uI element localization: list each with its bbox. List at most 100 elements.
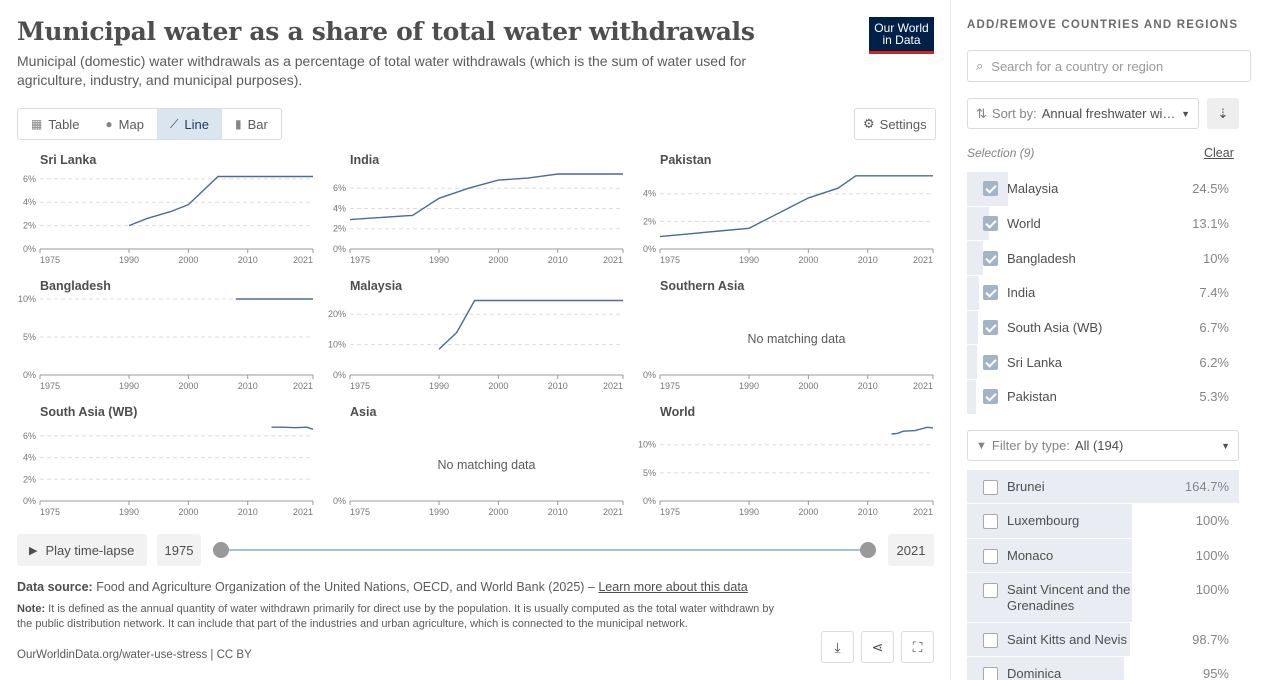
chart-tabs: ▦ Table ● Map ⟋ Line ▮ Bar (17, 108, 282, 140)
search-box[interactable]: ⌕ (967, 50, 1251, 82)
checkbox[interactable] (983, 514, 998, 529)
y-tick-label: 0% (333, 244, 346, 254)
x-tick-label: 2021 (603, 381, 623, 391)
x-tick-label: 1975 (40, 381, 60, 391)
series-line[interactable] (271, 426, 314, 430)
sort-dropdown[interactable]: ⇅ Sort by: Annual freshwater withdrawals… (967, 98, 1199, 129)
timeline-end-handle[interactable] (860, 542, 876, 558)
filter-dropdown[interactable]: ▼ Filter by type: All (194) ▼ (967, 430, 1239, 461)
series-line[interactable] (659, 175, 933, 238)
settings-button[interactable]: ⚙ Settings (854, 108, 936, 140)
filter-label: Filter by type: (991, 438, 1070, 453)
tab-bar[interactable]: ▮ Bar (222, 109, 281, 139)
list-item[interactable]: India 7.4% (967, 276, 1239, 311)
list-item[interactable]: Luxembourg 100% (967, 504, 1239, 539)
checkbox-checked[interactable] (983, 285, 998, 301)
x-tick-label: 2000 (178, 381, 198, 391)
facet-title: Pakistan (660, 153, 712, 167)
facet-india: India 0% 2% 4% 6% 1975 1990 2000 2010 2021 (327, 153, 624, 265)
list-item[interactable]: Saint Vincent and the Grenadines 100% (967, 573, 1239, 623)
y-tick-label: 6% (333, 183, 346, 193)
entity-name: South Asia (WB) (1007, 320, 1103, 336)
entity-value: 6.2% (1199, 354, 1229, 370)
list-item[interactable]: World 13.1% (967, 206, 1239, 242)
checkbox-checked[interactable] (983, 250, 998, 266)
checkbox-checked[interactable] (983, 320, 998, 336)
search-icon: ⌕ (976, 58, 984, 73)
list-item[interactable]: Bangladesh 10% (967, 241, 1239, 277)
play-timelapse-button[interactable]: ▶ Play time-lapse (17, 534, 147, 566)
checkbox-checked[interactable] (983, 181, 998, 197)
series-line[interactable] (349, 173, 623, 221)
fullscreen-button[interactable]: ⛶ (901, 631, 934, 663)
series-line[interactable] (438, 299, 623, 350)
chart-url[interactable]: OurWorldinData.org/water-use-stress | CC… (17, 649, 252, 661)
download-button[interactable]: ⤓ (821, 631, 854, 663)
chart-subtitle: Municipal (domestic) water withdrawals a… (17, 53, 747, 88)
entity-name: Sri Lanka (1007, 354, 1062, 370)
entity-name: Luxembourg (1007, 513, 1080, 528)
facet-title: Southern Asia (660, 279, 745, 293)
list-item[interactable]: Saint Kitts and Nevis 98.7% (967, 623, 1239, 657)
y-tick-label: 5% (23, 332, 36, 342)
list-item[interactable]: Monaco 100% (967, 539, 1239, 573)
checkbox[interactable] (983, 549, 998, 564)
checkbox-checked[interactable] (983, 389, 998, 405)
x-tick-label: 2000 (488, 507, 508, 517)
timeline-end-year[interactable]: 2021 (888, 534, 934, 566)
list-item[interactable]: Sri Lanka 6.2% (967, 345, 1239, 381)
share-button[interactable]: ⋖ (861, 631, 894, 663)
search-input[interactable] (991, 58, 1232, 74)
tab-line[interactable]: ⟋ Line (156, 109, 222, 139)
x-tick-label: 2010 (238, 381, 258, 391)
y-tick-label: 0% (643, 244, 656, 254)
owid-logo[interactable]: Our World in Data (869, 17, 934, 54)
x-tick-label: 2010 (238, 255, 258, 265)
timeline-track[interactable] (221, 549, 868, 551)
x-tick-label: 2021 (913, 381, 933, 391)
y-tick-label: 5% (643, 468, 656, 478)
sort-order-button[interactable]: ⇣ (1207, 98, 1239, 129)
tab-table[interactable]: ▦ Table (18, 109, 92, 139)
y-tick-label: 2% (23, 221, 36, 231)
data-source: Data source: Food and Agriculture Organi… (17, 580, 748, 594)
note-text: It is defined as the annual quantity of … (17, 603, 774, 630)
checkbox[interactable] (983, 583, 998, 598)
play-icon: ▶ (29, 544, 38, 557)
tab-map[interactable]: ● Map (92, 109, 157, 139)
list-item[interactable]: Dominica 95% (967, 657, 1239, 680)
facet-plot: 0% 1975 1990 2000 2010 2021 No matching data (333, 458, 624, 517)
series-line[interactable] (891, 426, 934, 435)
list-item[interactable]: South Asia (WB) 6.7% (967, 310, 1239, 346)
checkbox-checked[interactable] (983, 354, 998, 370)
value-bar (967, 310, 978, 345)
list-item[interactable]: Malaysia 24.5% (967, 172, 1239, 207)
x-tick-label: 1990 (429, 255, 449, 265)
facet-malaysia: Malaysia 0% 10% 20% 1975 1990 2000 2010 2021 (327, 279, 624, 391)
list-item[interactable]: Pakistan 5.3% (967, 380, 1239, 415)
y-tick-label: 4% (333, 203, 346, 213)
tab-bar-label: Bar (247, 116, 268, 132)
learn-more-link[interactable]: Learn more about this data (598, 580, 748, 594)
no-data-label: No matching data (438, 458, 536, 472)
checkbox[interactable] (983, 667, 998, 680)
checkbox[interactable] (983, 633, 998, 648)
facet-title: Sri Lanka (40, 153, 97, 167)
timeline-start-year[interactable]: 1975 (157, 534, 201, 566)
source-label: Data source: (17, 580, 93, 594)
clear-selection-button[interactable]: Clear (1204, 146, 1234, 160)
sort-descending-icon: ⇣ (1217, 105, 1229, 121)
sort-value: Annual freshwater withdrawals (1041, 106, 1176, 121)
facet-plot: 0% 5% 10% 1975 1990 2000 2010 2021 (18, 294, 314, 391)
x-tick-label: 2021 (293, 381, 313, 391)
series-line[interactable] (128, 175, 313, 227)
y-tick-label: 10% (18, 294, 36, 304)
list-item[interactable]: Brunei 164.7% (967, 470, 1239, 504)
checkbox[interactable] (983, 480, 998, 495)
checkbox-checked[interactable] (983, 216, 998, 232)
tab-line-label: Line (184, 116, 209, 132)
timeline-start-handle[interactable] (213, 542, 229, 558)
table-icon: ▦ (31, 117, 43, 131)
entity-name: Dominica (1007, 666, 1062, 680)
x-tick-label: 2010 (548, 255, 568, 265)
